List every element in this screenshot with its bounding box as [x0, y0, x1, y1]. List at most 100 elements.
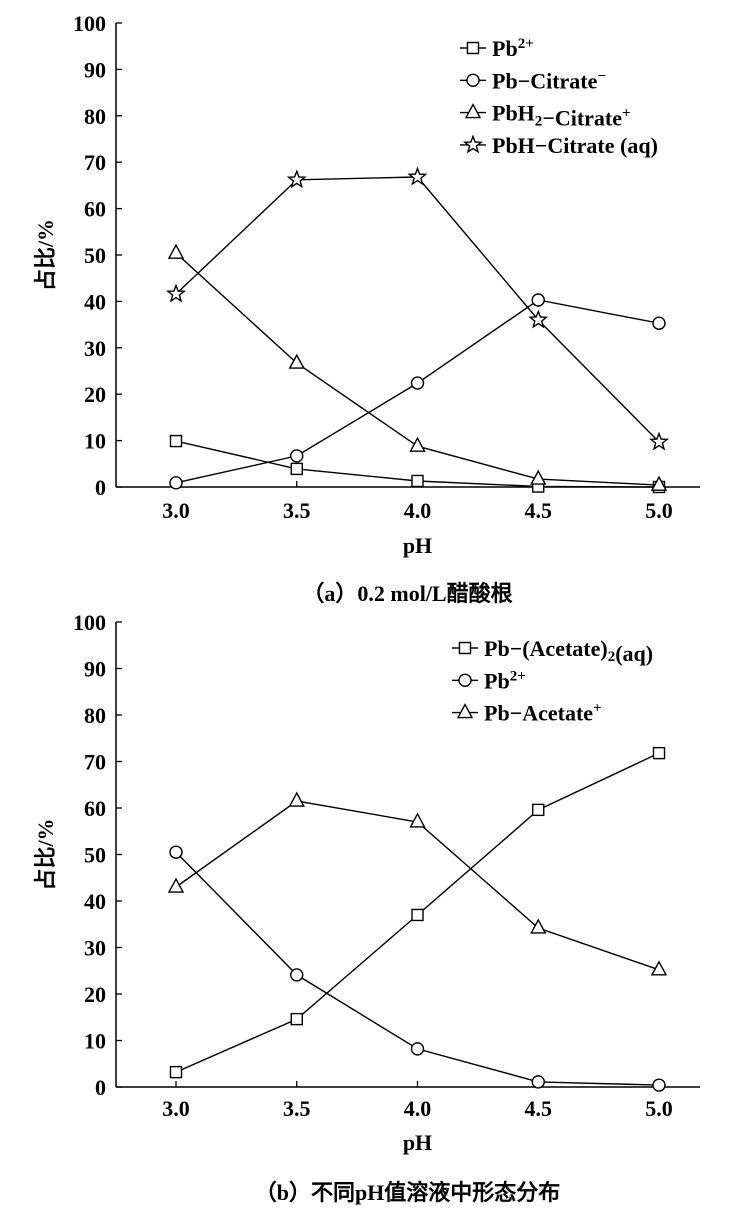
y-tick-label: 100 [73, 11, 106, 36]
x-tick-label: 4.5 [525, 1096, 553, 1121]
data-point-circle [531, 293, 545, 307]
legend-item: Pb2+ [460, 36, 534, 61]
x-tick-label: 5.0 [645, 498, 673, 523]
legend-label-part: PbH [492, 101, 535, 126]
y-tick-label: 40 [84, 889, 106, 914]
data-point-star [648, 431, 670, 451]
y-tick-label: 50 [84, 243, 106, 268]
data-point-circle [410, 376, 425, 390]
data-point-square [652, 746, 666, 760]
y-tick-label: 40 [84, 289, 106, 314]
x-axis-label: pH [403, 533, 432, 558]
legend-marker-triangle [464, 103, 482, 119]
chart-panel-a: 0 10 20 30 40 50 60 70 80 90 100 3.0 3.5 4.0 4.5 5.0 pH 占… [33, 11, 700, 606]
y-tick-label: 60 [84, 197, 106, 222]
data-point-square [290, 462, 303, 476]
data-point-triangle [409, 436, 426, 452]
x-tick-label: 4.5 [525, 498, 553, 523]
data-point-triangle [650, 960, 668, 976]
legend-label-part: Pb−Citrate [492, 68, 598, 93]
y-tick-label: 80 [84, 104, 106, 129]
y-tick-label: 10 [84, 429, 106, 454]
y-tick-label: 90 [84, 657, 106, 682]
data-point-circle [169, 845, 183, 859]
data-point-circle [290, 968, 304, 982]
y-tick-label: 60 [84, 796, 106, 821]
legend-label-part: Pb [492, 36, 518, 61]
data-point-star [286, 169, 307, 189]
legend-label-part: Pb−Acetate [484, 701, 593, 726]
chart-panel-b: 0 10 20 30 40 50 60 70 80 90 100 3.0 3.5 4.0 4.5 5.0 pH 占… [33, 610, 700, 1205]
y-tick-label: 100 [73, 610, 106, 635]
y-tick-label: 70 [84, 750, 106, 775]
series-circle [169, 293, 666, 490]
data-point-square [169, 1065, 183, 1079]
legend-label-part: Pb [484, 668, 510, 693]
y-tick-label: 30 [84, 336, 106, 361]
data-point-triangle [530, 469, 547, 485]
chart-caption: （a）0.2 mol/L醋酸根 [302, 581, 512, 606]
legend-label-part: 2+ [510, 668, 526, 684]
legend-marker-circle [458, 673, 472, 687]
y-tick-label: 70 [84, 150, 106, 175]
legend-label-part: (aq) [615, 641, 653, 666]
legend-marker-star [462, 134, 484, 154]
y-tick-label: 10 [84, 1029, 106, 1054]
data-point-triangle [650, 475, 668, 491]
chart-caption: （b）不同pH值溶液中形态分布 [255, 1180, 561, 1205]
series-line [175, 299, 660, 484]
x-axis-label: pH [403, 1130, 432, 1155]
data-point-circle [652, 316, 666, 330]
data-point-square [532, 803, 545, 817]
legend-marker-triangle [456, 703, 474, 719]
legend-label: Pb−Acetate+ [484, 701, 602, 726]
data-point-square [290, 1012, 303, 1026]
x-tick-label: 3.0 [162, 498, 190, 523]
data-point-triangle [288, 353, 305, 369]
data-point-star [407, 166, 428, 186]
legend-item: PbH2−Citrate+ [460, 101, 631, 131]
legend-marker-square [458, 641, 472, 655]
legend-label: PbH−Citrate (aq) [492, 133, 658, 158]
x-tick-label: 3.5 [283, 1096, 311, 1121]
legend-label-part: 2+ [518, 36, 534, 52]
legend-label-part: PbH−Citrate (aq) [492, 133, 658, 158]
legend-label: Pb−(Acetate)2(aq) [484, 636, 653, 666]
y-tick-label: 90 [84, 57, 106, 82]
legend-item: PbH−Citrate (aq) [460, 133, 658, 158]
data-point-triangle [530, 918, 547, 934]
data-point-triangle [409, 812, 426, 828]
data-point-circle [531, 1075, 545, 1089]
x-tick-label: 4.0 [404, 1096, 432, 1121]
legend-label-part: − [597, 68, 606, 84]
y-tick-label: 0 [95, 475, 106, 500]
legend-label: Pb−Citrate− [492, 68, 606, 93]
legend-item: Pb2+ [452, 668, 526, 693]
series-square [169, 746, 666, 1079]
y-tick-label: 20 [84, 382, 106, 407]
legend-label-part: 2 [535, 114, 543, 130]
data-point-circle [169, 476, 183, 490]
series-triangle [167, 791, 668, 976]
legend-label-part: Pb−(Acetate) [484, 636, 608, 661]
legend-item: Pb−Acetate+ [452, 701, 602, 726]
y-axis-label: 占比/% [33, 219, 58, 291]
data-point-circle [652, 1078, 666, 1092]
series-star [165, 166, 670, 451]
legend-label-part: 2 [608, 649, 616, 665]
legend-marker-circle [466, 73, 480, 88]
legend-item: Pb−(Acetate)2(aq) [452, 636, 653, 666]
data-point-circle [410, 1042, 425, 1056]
legend-marker-square [466, 41, 480, 55]
data-point-circle [290, 449, 304, 463]
data-point-square [411, 908, 424, 922]
y-tick-label: 20 [84, 982, 106, 1007]
x-tick-label: 4.0 [404, 498, 432, 523]
data-point-square [169, 434, 183, 448]
data-point-square [411, 474, 424, 488]
y-tick-label: 30 [84, 936, 106, 961]
series-triangle [167, 243, 668, 491]
x-tick-label: 3.0 [162, 1096, 190, 1121]
y-tick-label: 50 [84, 843, 106, 868]
